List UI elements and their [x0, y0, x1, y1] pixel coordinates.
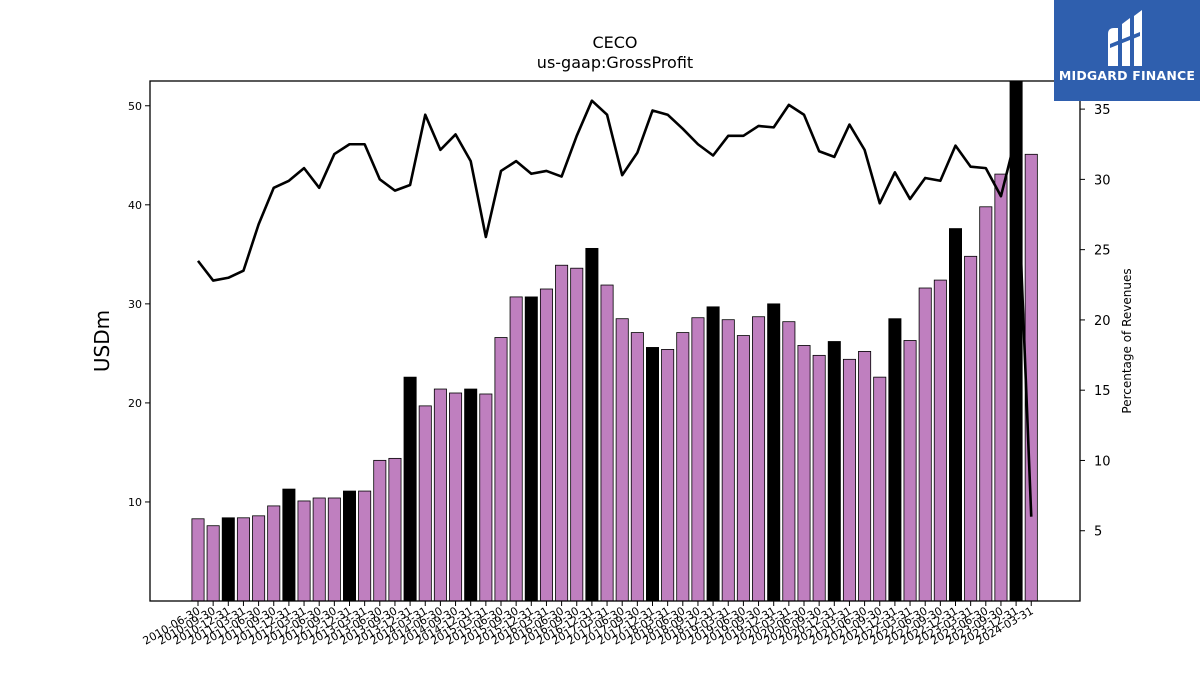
bar — [600, 284, 614, 602]
bar — [888, 318, 902, 602]
bar — [661, 349, 675, 602]
bar — [570, 267, 584, 602]
bar — [221, 517, 235, 602]
bar — [615, 318, 629, 602]
bar — [539, 288, 553, 602]
bar — [842, 358, 856, 602]
chart-title: CECO — [592, 33, 637, 52]
logo-text: MIDGARD FINANCE — [1058, 68, 1196, 83]
bar — [358, 490, 372, 602]
bar — [585, 247, 599, 602]
y-axis-left: 10 20 30 40 50 — [128, 100, 150, 509]
bar — [373, 459, 387, 602]
y-tick-label: 10 — [128, 496, 142, 509]
bar — [297, 500, 311, 602]
bar — [191, 518, 205, 602]
bar — [918, 287, 932, 602]
bar — [767, 303, 781, 602]
bar — [812, 354, 826, 602]
y2-tick-label: 25 — [1094, 244, 1111, 259]
bar — [752, 316, 766, 602]
bar-series — [191, 80, 1038, 602]
bar — [282, 488, 296, 602]
y-tick-label: 50 — [128, 100, 142, 113]
bar — [252, 515, 266, 602]
bar — [994, 173, 1008, 602]
y2-tick-label: 20 — [1094, 314, 1111, 329]
percentage-line — [196, 99, 1033, 517]
bar — [524, 296, 538, 602]
y-axis-label: USDm — [90, 310, 114, 372]
chart-subtitle: us-gaap:GrossProfit — [537, 53, 693, 72]
bar — [494, 337, 508, 602]
line-series-layer — [196, 99, 1033, 517]
bar — [342, 490, 356, 602]
plot-frame — [149, 80, 1081, 602]
bar — [403, 376, 417, 602]
bar — [236, 517, 250, 602]
bar — [706, 306, 720, 602]
bar — [736, 335, 750, 602]
y2-tick-label: 5 — [1094, 525, 1102, 540]
bar — [873, 376, 887, 602]
bar — [312, 497, 326, 602]
bar — [630, 332, 644, 602]
bar — [509, 296, 523, 602]
bar — [858, 350, 872, 602]
bar — [827, 341, 841, 602]
midgard-logo-icon — [1108, 10, 1142, 66]
bar — [418, 405, 432, 602]
bar — [721, 319, 735, 602]
bar — [388, 457, 402, 602]
bar — [933, 279, 947, 602]
bar — [797, 345, 811, 602]
bar — [903, 340, 917, 602]
bar — [964, 255, 978, 602]
y-tick-label: 40 — [128, 199, 142, 212]
y2-tick-label: 10 — [1094, 454, 1111, 469]
bar — [206, 525, 220, 602]
bar — [327, 497, 341, 602]
y2-tick-label: 35 — [1094, 103, 1111, 118]
x-axis: 2010-06-302010-09-302010-12-312011-03-31… — [141, 601, 1036, 648]
bar — [433, 388, 447, 602]
bar — [464, 388, 478, 602]
bar — [555, 264, 569, 602]
y2-tick-label: 30 — [1094, 173, 1111, 188]
y2-tick-label: 15 — [1094, 384, 1111, 399]
bar — [267, 505, 281, 602]
bar — [479, 393, 493, 602]
y-axis-right: 5 10 15 20 25 30 35 — [1080, 103, 1111, 540]
brand-logo: MIDGARD FINANCE — [1054, 0, 1200, 101]
bar — [782, 321, 796, 602]
bar — [676, 332, 690, 602]
bar — [646, 347, 660, 602]
bar — [949, 228, 963, 602]
bar — [979, 206, 993, 602]
bar — [691, 317, 705, 602]
y-tick-label: 20 — [128, 397, 142, 410]
bar — [449, 392, 463, 602]
y-tick-label: 30 — [128, 298, 142, 311]
y2-axis-label: Percentage of Revenues — [1120, 268, 1134, 413]
